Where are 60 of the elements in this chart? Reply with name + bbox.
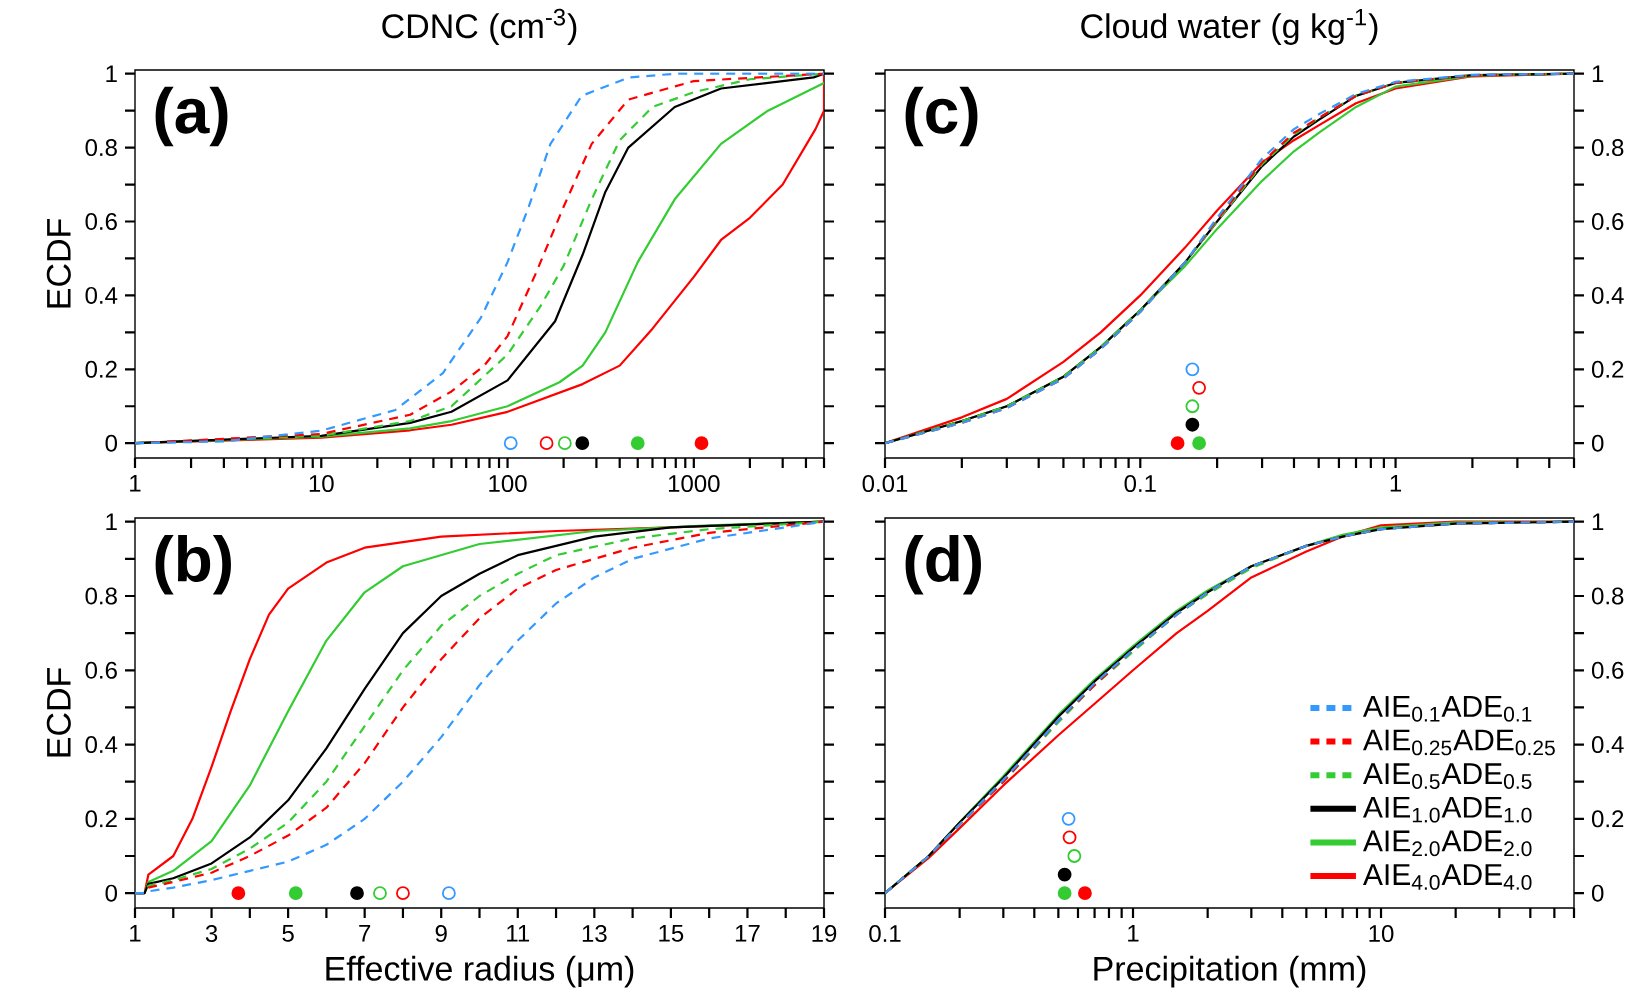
y-tick-label: 0.2 [1591, 810, 1624, 828]
x-tick-label: 7 [359, 925, 371, 942]
x-tick-label: 1 [130, 925, 141, 942]
x-tick-label: 17 [735, 925, 760, 942]
x-tick-label: 100 [489, 475, 527, 493]
y-tick-label: 0.6 [1591, 661, 1624, 679]
y-axis-title: ECDF [46, 668, 71, 757]
y-tick-label: 0.8 [85, 139, 117, 157]
y-tick-label: 1 [1592, 513, 1604, 530]
y-tick-label: 0.4 [1591, 286, 1624, 304]
y-tick-label: 0.8 [1591, 587, 1624, 605]
y-tick-label: 0.6 [85, 661, 117, 679]
y-tick-label: 0 [1591, 884, 1604, 902]
y-tick-label: 0.4 [1591, 736, 1624, 754]
x-tick-label: 10 [1369, 925, 1394, 943]
y-tick-label: 0.8 [85, 587, 117, 605]
y-tick-label: 0 [105, 434, 118, 452]
legend-label: AIE$_{2.0}$ADE$_{2.0}$ [1363, 830, 1532, 857]
x-tick-label: 9 [435, 925, 447, 943]
y-tick-label: 1 [1592, 65, 1604, 82]
x-tick-label: 0.1 [869, 925, 901, 943]
legend-label: AIE$_{0.1}$ADE$_{0.1}$ [1363, 696, 1532, 722]
x-tick-label: 10 [309, 475, 334, 493]
x-tick-label: 1 [1128, 925, 1139, 942]
x-tick-label: 0.01 [862, 475, 908, 493]
x-tick-label: 1 [130, 475, 141, 492]
legend-label: AIE$_{0.5}$ADE$_{0.5}$ [1363, 763, 1532, 789]
x-tick-label: 5 [282, 925, 294, 942]
x-tick-label: 11 [507, 925, 530, 942]
x-tick-label: 13 [582, 925, 607, 943]
y-tick-label: 0.2 [1591, 360, 1624, 378]
x-tick-label: 1 [1390, 475, 1402, 492]
y-tick-label: 0.2 [85, 810, 117, 828]
y-tick-label: 0.8 [1591, 139, 1624, 157]
annotation: (a) [155, 86, 228, 147]
y-tick-label: 1 [106, 65, 117, 82]
y-tick-label: 0 [1591, 434, 1604, 452]
y-tick-label: 0.4 [85, 286, 118, 304]
y-tick-label: 0.2 [85, 360, 117, 378]
legend-label: AIE$_{1.0}$ADE$_{1.0}$ [1363, 796, 1532, 823]
annotation: (d) [905, 534, 981, 595]
y-axis-title: ECDF [46, 219, 71, 308]
annotation: (c) [905, 86, 978, 147]
x-axis-title: Precipitation (mm) [1094, 955, 1366, 988]
x-axis-title: Effective radius (μm) [326, 955, 634, 988]
annotation: (b) [155, 534, 231, 595]
y-tick-label: 0 [105, 884, 118, 902]
chart-title: Cloud water (g kg$^{-1}$) [1081, 8, 1378, 45]
chart-title: CDNC (cm$^{-3}$) [382, 8, 577, 45]
legend-label: AIE$_{0.25}$ADE$_{0.25}$ [1363, 729, 1555, 756]
y-tick-label: 0.6 [85, 213, 117, 230]
x-tick-label: 19 [812, 925, 837, 943]
x-tick-label: 0.1 [1124, 475, 1156, 493]
x-tick-label: 15 [659, 925, 684, 942]
y-tick-label: 1 [106, 513, 117, 530]
legend-label: AIE$_{4.0}$ADE$_{4.0}$ [1363, 864, 1532, 890]
y-tick-label: 0.6 [1591, 213, 1624, 230]
x-tick-label: 1000 [668, 475, 720, 493]
y-tick-label: 0.4 [85, 736, 118, 754]
x-tick-label: 3 [205, 925, 218, 943]
